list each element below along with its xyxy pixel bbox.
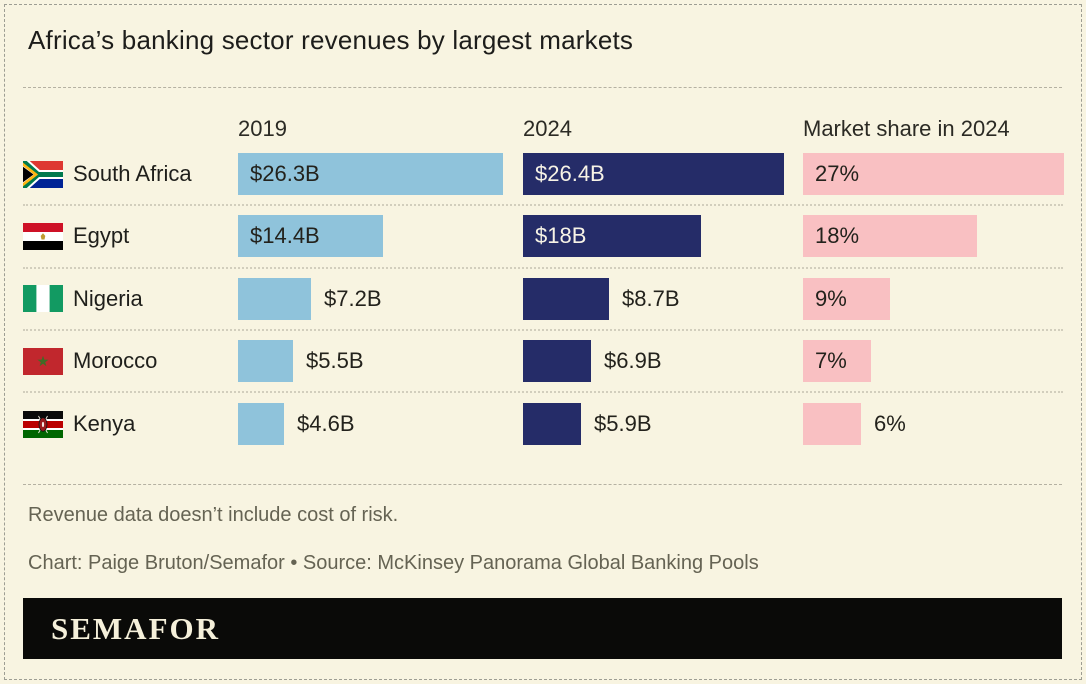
- bar-value-label: 6%: [874, 411, 906, 437]
- bar-2024: [523, 403, 581, 446]
- bar-2019: [238, 403, 284, 446]
- bar-cell-2024-south-africa: $26.4B: [523, 153, 803, 196]
- country-cell-south-africa: South Africa: [23, 160, 238, 188]
- bar-cell-2019-nigeria: $7.2B: [238, 277, 523, 320]
- bar-value-label: $26.4B: [535, 161, 605, 187]
- bar-cell-market-share-in-2024-south-africa: 27%: [803, 153, 1064, 196]
- country-label: Kenya: [73, 411, 136, 437]
- table-row-egypt: Egypt $14.4B $18B 18%: [23, 206, 1063, 269]
- bar-2024: $26.4B: [523, 153, 784, 196]
- bar-value-label: $26.3B: [250, 161, 320, 187]
- bar-2024: $18B: [523, 215, 701, 258]
- semafor-banner: SEMAFOR: [23, 598, 1062, 659]
- table-row-nigeria: Nigeria $7.2B $8.7B 9%: [23, 269, 1063, 331]
- bar-cell-2019-south-africa: $26.3B: [238, 153, 523, 196]
- bar-cell-2024-morocco: $6.9B: [523, 340, 803, 383]
- bar-cell-2024-egypt: $18B: [523, 215, 803, 258]
- country-cell-morocco: Morocco: [23, 347, 238, 375]
- divider-above-notes: [23, 484, 1062, 485]
- bar-value-label: 7%: [815, 348, 847, 374]
- bar-value-label: $6.9B: [604, 348, 662, 374]
- bar-market-share-in-2024: [803, 403, 861, 446]
- country-label: South Africa: [73, 161, 192, 187]
- bar-cell-2019-morocco: $5.5B: [238, 340, 523, 383]
- bar-2019: [238, 340, 293, 383]
- bar-value-label: $8.7B: [622, 285, 680, 311]
- column-header-2024: 2024: [523, 116, 572, 141]
- bar-2024: [523, 340, 591, 383]
- table-row-morocco: Morocco $5.5B $6.9B 7%: [23, 331, 1063, 394]
- table-row-south-africa: South Africa $26.3B $26.4B 27%: [23, 144, 1064, 207]
- bar-cell-2024-nigeria: $8.7B: [523, 277, 803, 320]
- divider-below-title: [23, 87, 1062, 88]
- bar-market-share-in-2024: 7%: [803, 340, 871, 383]
- country-cell-nigeria: Nigeria: [23, 285, 238, 313]
- bar-value-label: $18B: [535, 223, 587, 249]
- bar-cell-2019-egypt: $14.4B: [238, 215, 523, 258]
- column-header-2019: 2019: [238, 116, 287, 141]
- bar-market-share-in-2024: 18%: [803, 215, 977, 258]
- country-label: Morocco: [73, 348, 158, 374]
- bar-cell-market-share-in-2024-kenya: 6%: [803, 403, 1063, 446]
- country-cell-egypt: Egypt: [23, 222, 238, 250]
- bar-value-label: $5.9B: [594, 411, 652, 437]
- bar-value-label: $5.5B: [306, 348, 364, 374]
- country-cell-kenya: Kenya: [23, 410, 238, 438]
- footnote: Revenue data doesn’t include cost of ris…: [28, 504, 399, 526]
- bar-2024: [523, 277, 609, 320]
- bar-value-label: 18%: [815, 223, 860, 249]
- bar-value-label: $14.4B: [250, 223, 320, 249]
- bar-market-share-in-2024: 27%: [803, 153, 1064, 196]
- bar-value-label: $4.6B: [297, 411, 355, 437]
- bar-cell-market-share-in-2024-nigeria: 9%: [803, 277, 1063, 320]
- bar-value-label: $7.2B: [324, 285, 382, 311]
- column-header-market-share: Market share in 2024: [803, 116, 1010, 141]
- bar-2019: $26.3B: [238, 153, 503, 196]
- bar-market-share-in-2024: 9%: [803, 277, 890, 320]
- chart-title: Africa’s banking sector revenues by larg…: [28, 25, 634, 55]
- column-header-row: 2019 2024 Market share in 2024: [23, 103, 1063, 144]
- country-label: Nigeria: [73, 285, 143, 311]
- egypt-flag-icon: [23, 222, 63, 250]
- morocco-flag-icon: [23, 347, 63, 375]
- nigeria-flag-icon: [23, 285, 63, 313]
- bar-2019: [238, 277, 311, 320]
- bar-2019: $14.4B: [238, 215, 383, 258]
- country-label: Egypt: [73, 223, 130, 249]
- credit-line: Chart: Paige Bruton/Semafor • Source: Mc…: [28, 552, 759, 574]
- table-row-kenya: Kenya $4.6B $5.9B 6%: [23, 393, 1063, 455]
- bar-cell-2024-kenya: $5.9B: [523, 403, 803, 446]
- kenya-flag-icon: [23, 410, 63, 438]
- bar-cell-market-share-in-2024-morocco: 7%: [803, 340, 1063, 383]
- bar-value-label: 9%: [815, 285, 847, 311]
- chart-card: Africa’s banking sector revenues by larg…: [4, 4, 1082, 680]
- chart-rows: South Africa $26.3B $26.4B 27% Egypt $14.4B $1…: [23, 144, 1064, 455]
- chart-table: 2019 2024 Market share in 2024 South Afr…: [23, 103, 1064, 455]
- semafor-wordmark-logo: SEMAFOR: [51, 611, 220, 646]
- bar-cell-2019-kenya: $4.6B: [238, 403, 523, 446]
- bar-value-label: 27%: [815, 161, 860, 187]
- bar-cell-market-share-in-2024-egypt: 18%: [803, 215, 1063, 258]
- south-africa-flag-icon: [23, 160, 63, 188]
